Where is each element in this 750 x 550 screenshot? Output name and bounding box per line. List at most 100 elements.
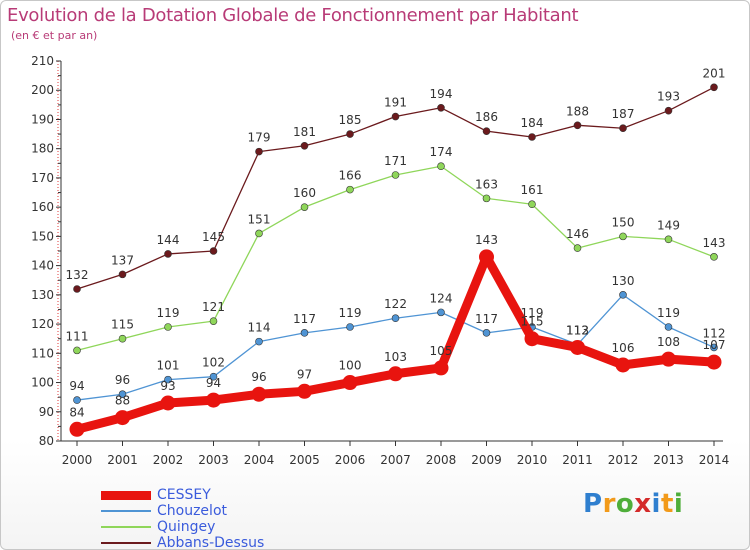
legend-item: Abbans-Dessus <box>101 535 265 550</box>
data-label: 97 <box>297 367 312 381</box>
data-label: 137 <box>111 253 134 267</box>
data-point <box>710 83 718 92</box>
legend-label: Abbans-Dessus <box>157 535 265 550</box>
logo-letter: t <box>660 489 674 519</box>
data-point <box>346 323 354 331</box>
x-tick-label: 2004 <box>244 453 275 467</box>
data-point <box>73 396 81 404</box>
data-label: 94 <box>69 379 84 393</box>
data-point <box>710 343 718 352</box>
data-point <box>391 112 400 121</box>
data-point <box>164 250 172 258</box>
data-point <box>255 147 263 156</box>
y-tick-label: 140 <box>31 259 54 273</box>
data-label: 119 <box>521 306 544 320</box>
legend-swatch <box>101 490 151 500</box>
legend-item: Quingey <box>101 519 264 535</box>
y-tick-label: 160 <box>31 200 54 214</box>
legend-item: CESSEY <box>101 487 264 503</box>
data-point <box>528 133 536 141</box>
y-tick-label: 190 <box>31 112 54 126</box>
legend-label: CESSEY <box>157 487 211 503</box>
data-point <box>482 329 491 337</box>
x-tick-label: 2006 <box>335 453 366 467</box>
data-label: 96 <box>115 373 130 387</box>
data-label: 143 <box>475 233 498 247</box>
data-label: 160 <box>293 186 316 200</box>
data-point <box>664 106 673 115</box>
data-point <box>206 392 221 408</box>
data-label: 130 <box>612 274 635 288</box>
data-point <box>255 337 263 346</box>
data-label: 188 <box>566 104 589 118</box>
y-tick-label: 170 <box>31 171 54 185</box>
data-label: 105 <box>430 344 453 358</box>
data-label: 201 <box>703 66 726 80</box>
data-label: 122 <box>384 297 407 311</box>
data-label: 117 <box>293 312 316 326</box>
data-label: 112 <box>566 323 589 337</box>
data-label: 112 <box>703 326 726 340</box>
data-label: 101 <box>157 359 180 373</box>
data-label: 179 <box>248 131 271 145</box>
legend-item: Chouzelot <box>101 503 264 519</box>
chart-subtitle: (en € et par an) <box>11 29 98 42</box>
x-tick-label: 2003 <box>198 453 229 467</box>
data-label: 163 <box>475 177 498 191</box>
data-label: 186 <box>475 110 498 124</box>
data-point <box>160 395 176 411</box>
data-label: 119 <box>657 306 680 320</box>
data-label: 191 <box>384 96 407 110</box>
y-tick-label: 90 <box>39 405 54 419</box>
chart-legend: CESSEY Chouzelot Quingey Abbans-Dessus <box>101 487 265 550</box>
data-label: 161 <box>521 183 544 197</box>
data-label: 100 <box>339 359 362 373</box>
data-label: 144 <box>157 233 180 247</box>
data-label: 88 <box>115 394 130 408</box>
data-point <box>164 375 172 384</box>
data-point <box>251 386 267 402</box>
data-point <box>346 185 354 194</box>
data-point <box>706 354 722 370</box>
data-point <box>391 314 400 323</box>
logo-letter: i <box>651 489 661 519</box>
data-label: 111 <box>66 329 89 343</box>
data-label: 121 <box>202 300 225 314</box>
data-point <box>300 203 309 211</box>
data-label: 193 <box>657 90 680 104</box>
data-label: 132 <box>66 268 89 282</box>
data-point <box>524 331 540 347</box>
data-point <box>209 372 218 381</box>
data-point <box>300 141 309 150</box>
data-label: 194 <box>430 87 453 101</box>
data-point <box>528 200 536 209</box>
data-point <box>479 249 494 265</box>
logo-letter: o <box>615 489 635 519</box>
logo-letter: P <box>583 489 603 519</box>
data-point <box>391 171 400 179</box>
legend-swatch <box>101 542 151 544</box>
x-tick-label: 2014 <box>699 453 730 467</box>
data-label: 103 <box>384 350 407 364</box>
data-point <box>209 317 218 325</box>
proxiti-logo: Proxiti <box>583 489 683 519</box>
data-label: 114 <box>248 321 271 335</box>
y-tick-label: 200 <box>31 83 54 97</box>
data-label: 166 <box>339 169 362 183</box>
data-label: 115 <box>111 318 134 332</box>
data-point <box>615 357 631 373</box>
logo-letter: i <box>673 489 684 519</box>
data-label: 174 <box>430 145 453 159</box>
data-label: 143 <box>703 236 726 250</box>
data-point <box>573 244 582 252</box>
data-point <box>164 323 172 331</box>
y-tick-label: 100 <box>31 376 54 390</box>
x-tick-label: 2013 <box>653 453 684 467</box>
data-label: 184 <box>521 116 544 130</box>
legend-swatch <box>101 510 151 512</box>
data-label: 171 <box>384 154 407 168</box>
data-point <box>664 323 673 331</box>
data-label: 151 <box>248 212 271 226</box>
